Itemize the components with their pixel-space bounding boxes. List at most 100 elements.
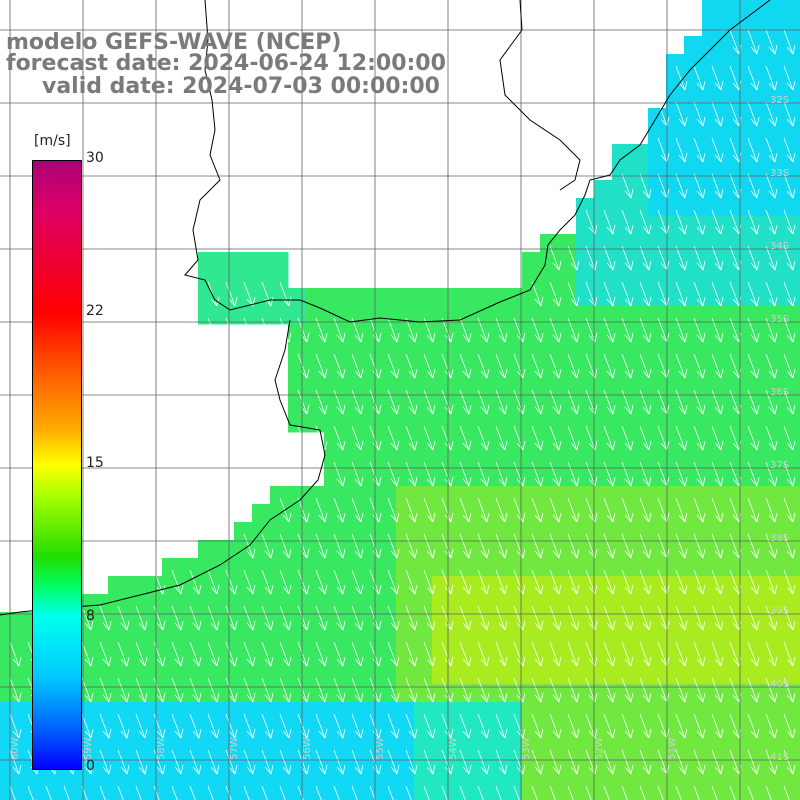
- latitude-label: 40S: [770, 679, 789, 690]
- wind-cell: [684, 450, 703, 469]
- wind-cell: [288, 378, 307, 397]
- wind-arrow: [675, 605, 688, 631]
- wind-cell: [720, 0, 739, 19]
- wind-arrow: [225, 677, 238, 703]
- wind-arrow: [459, 785, 466, 800]
- wind-cell: [90, 630, 109, 649]
- wind-cell: [576, 702, 595, 721]
- wind-arrow: [459, 461, 472, 487]
- wind-arrow: [315, 389, 328, 415]
- wind-cell: [702, 558, 721, 577]
- wind-arrow: [369, 641, 382, 667]
- wind-cell: [774, 594, 793, 613]
- wind-cell: [792, 450, 800, 469]
- wind-cell: [468, 342, 487, 361]
- wind-arrow: [405, 749, 418, 775]
- wind-cell: [414, 774, 433, 793]
- wind-arrow: [477, 605, 490, 631]
- wind-arrow: [621, 641, 634, 667]
- wind-arrow: [207, 749, 220, 775]
- wind-cell: [198, 270, 217, 289]
- wind-arrow: [423, 425, 436, 451]
- wind-cell: [342, 702, 361, 721]
- wind-cell: [468, 594, 487, 613]
- wind-arrow: [711, 137, 724, 163]
- latitude-label: 32S: [770, 95, 789, 106]
- wind-cell: [774, 270, 793, 289]
- wind-arrow: [783, 749, 796, 775]
- wind-cell: [630, 450, 649, 469]
- wind-cell: [108, 666, 127, 685]
- wind-arrow: [747, 389, 760, 415]
- wind-cell: [126, 792, 145, 800]
- wind-cell: [720, 270, 739, 289]
- wind-arrow: [765, 281, 778, 307]
- wind-cell: [234, 270, 253, 289]
- wind-arrow: [693, 353, 706, 379]
- wind-cell: [432, 558, 451, 577]
- wind-arrow: [81, 605, 94, 631]
- wind-cell: [774, 774, 793, 793]
- wind-cell: [414, 666, 433, 685]
- wind-arrow: [261, 569, 274, 595]
- wind-cell: [576, 450, 595, 469]
- wind-arrow: [495, 569, 508, 595]
- wind-arrow: [369, 533, 382, 559]
- wind-cell: [0, 738, 19, 757]
- wind-arrow: [459, 605, 472, 631]
- wind-arrow: [9, 713, 22, 739]
- wind-cell: [738, 414, 757, 433]
- wind-arrow: [135, 713, 148, 739]
- wind-cell: [234, 594, 253, 613]
- wind-arrow: [171, 605, 184, 631]
- wind-arrow: [711, 65, 724, 91]
- wind-arrow: [549, 677, 562, 703]
- wind-cell: [198, 702, 217, 721]
- wind-cell: [324, 522, 343, 541]
- wind-arrow: [243, 641, 256, 667]
- wind-cell: [342, 414, 361, 433]
- wind-arrow: [531, 605, 544, 631]
- wind-arrow: [495, 461, 508, 487]
- wind-arrow: [711, 461, 724, 487]
- wind-cell: [234, 306, 253, 325]
- wind-cell: [144, 702, 163, 721]
- wind-cell: [36, 774, 55, 793]
- wind-arrow: [783, 497, 796, 523]
- wind-cell: [54, 774, 73, 793]
- wind-cell: [684, 414, 703, 433]
- wind-arrow: [567, 497, 580, 523]
- wind-cell: [738, 306, 757, 325]
- wind-cell: [738, 234, 757, 253]
- wind-arrow: [531, 785, 538, 800]
- wind-arrow: [387, 353, 400, 379]
- wind-cell: [522, 342, 541, 361]
- wind-arrow: [513, 785, 520, 800]
- wind-arrow: [153, 749, 166, 775]
- wind-cell: [612, 738, 631, 757]
- wind-cell: [684, 198, 703, 217]
- wind-arrow: [315, 749, 328, 775]
- wind-cell: [450, 522, 469, 541]
- wind-cell: [648, 306, 667, 325]
- wind-arrow: [495, 605, 508, 631]
- wind-cell: [792, 576, 800, 595]
- wind-arrow: [693, 245, 706, 271]
- wind-arrow: [387, 533, 400, 559]
- wind-cell: [540, 450, 559, 469]
- wind-cell: [594, 198, 613, 217]
- wind-cell: [198, 594, 217, 613]
- wind-arrow: [549, 497, 562, 523]
- wind-arrow: [135, 677, 148, 703]
- wind-arrow: [747, 173, 760, 199]
- wind-cell: [0, 792, 19, 800]
- wind-cell: [756, 738, 775, 757]
- wind-cell: [468, 630, 487, 649]
- wind-arrow: [351, 389, 364, 415]
- wind-arrow: [549, 461, 562, 487]
- wind-arrow: [243, 605, 256, 631]
- wind-cell: [324, 738, 343, 757]
- wind-cell: [270, 792, 289, 800]
- wind-cell: [180, 702, 199, 721]
- wind-cell: [360, 666, 379, 685]
